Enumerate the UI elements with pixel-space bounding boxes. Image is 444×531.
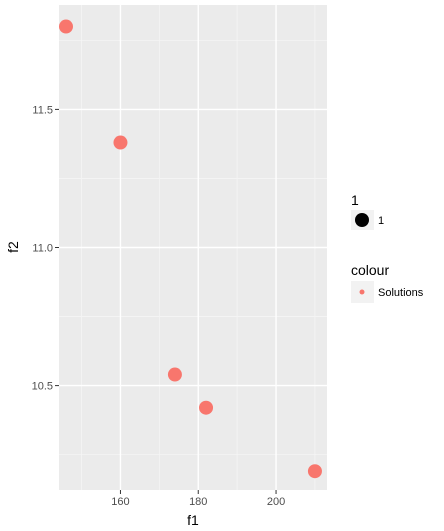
y-tick-label: 11.5: [32, 104, 53, 116]
data-point: [199, 400, 214, 415]
legend: 1 1 colour Solutions: [351, 192, 424, 303]
x-tick-label: 160: [111, 496, 129, 508]
legend-label-solutions: Solutions: [378, 287, 424, 299]
x-axis-title: f1: [187, 512, 199, 528]
data-point: [167, 367, 182, 382]
legend-size-dot-icon: [355, 213, 369, 227]
y-tick-label: 11.0: [32, 243, 53, 255]
x-axis-ticks: 160 180 200: [111, 490, 285, 508]
data-point: [113, 135, 128, 150]
data-points: [59, 19, 322, 479]
x-tick-label: 180: [189, 496, 207, 508]
legend-title-size: 1: [351, 192, 359, 208]
legend-label-size: 1: [378, 215, 384, 227]
y-tick-label: 10.5: [32, 381, 53, 393]
legend-solutions-dot-icon: [359, 289, 365, 295]
data-point: [59, 19, 74, 34]
x-tick-label: 200: [267, 496, 285, 508]
y-axis-title: f2: [5, 241, 21, 253]
legend-title-colour: colour: [351, 262, 389, 278]
y-axis-ticks: 10.5 11.0 11.5: [32, 104, 59, 393]
grid-major-lines: [59, 5, 327, 490]
data-point: [307, 464, 322, 479]
